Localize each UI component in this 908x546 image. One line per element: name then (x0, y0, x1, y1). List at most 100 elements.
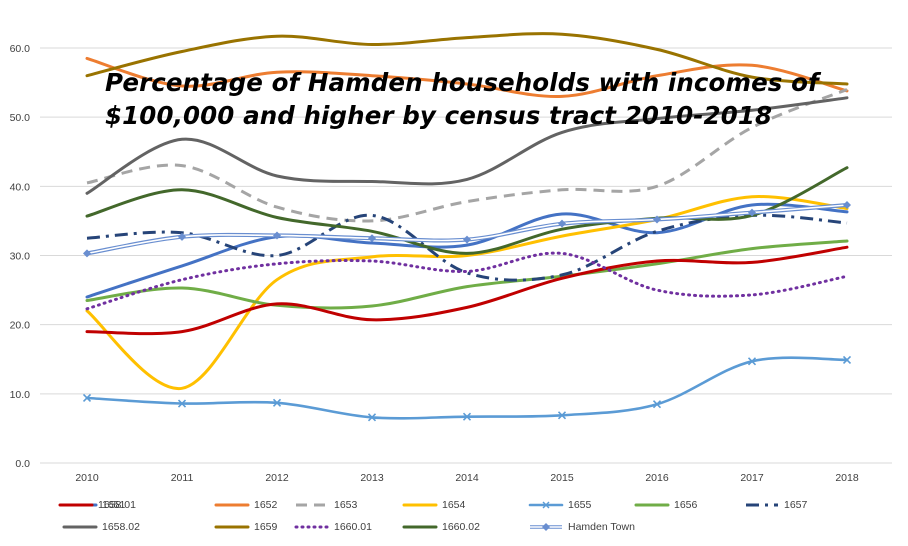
y-tick-label: 20.0 (10, 320, 31, 332)
data-point-1655 (462, 412, 472, 421)
x-tick-label: 2017 (740, 472, 764, 484)
x-axis-tick-labels: 2010 2011 2012 2013 2014 2015 2016 2017 2018 (75, 472, 859, 484)
legend-label: 1653 (334, 499, 358, 511)
legend-swatch (528, 501, 564, 509)
data-point-hamden-town (178, 232, 186, 241)
y-tick-label: 40.0 (10, 181, 31, 193)
legend-swatch (402, 525, 438, 529)
legend-swatch (214, 503, 250, 507)
data-point-hamden-town (843, 201, 851, 210)
series-1660-02 (85, 166, 849, 255)
data-point-hamden-town (653, 215, 661, 224)
data-point-1655 (652, 400, 662, 409)
series-line-1660-02 (85, 166, 849, 255)
x-tick-label: 2018 (835, 472, 859, 484)
data-point-hamden-town (83, 249, 91, 258)
legend-item: 1656 (634, 496, 697, 514)
series-1658-02 (85, 96, 849, 195)
legend-swatch (634, 503, 670, 507)
legend-swatch (746, 503, 778, 507)
series-1660-01 (85, 251, 849, 311)
x-tick-label: 2010 (75, 472, 99, 484)
series-line-1656 (85, 239, 849, 310)
y-tick-label: 60.0 (10, 43, 31, 55)
y-tick-label: 10.0 (10, 389, 31, 401)
legend-item: Hamden Town (528, 518, 635, 536)
legend-label: Hamden Town (568, 521, 635, 533)
legend-label: 1651 (102, 499, 126, 511)
x-tick-label: 2011 (171, 472, 194, 484)
data-point-1655 (367, 413, 377, 422)
series-1655 (82, 355, 852, 422)
series-1652 (85, 56, 849, 98)
legend-swatch (402, 503, 438, 507)
x-tick-label: 2012 (265, 472, 289, 484)
legend-swatch (296, 503, 328, 507)
legend-label: 1655 (568, 499, 592, 511)
series-1654 (85, 195, 849, 390)
y-axis-tick-labels: 0.0 10.0 20.0 30.0 40.0 50.0 60.0 (10, 43, 31, 470)
series-hamden-town (83, 201, 851, 258)
data-point-hamden-town (273, 231, 281, 240)
y-tick-label: 30.0 (10, 251, 31, 263)
legend-item: 1652 (214, 496, 277, 514)
series-1657 (86, 213, 848, 282)
legend-item: 1653 (294, 496, 357, 514)
legend-label: 1658.01 (98, 499, 136, 511)
series-1658-01 (85, 245, 849, 336)
legend-swatch (530, 523, 562, 531)
data-point-hamden-town (748, 208, 756, 217)
series-line-1658-01 (85, 245, 849, 336)
series-line-1655 (85, 356, 849, 420)
series-lines (82, 32, 852, 422)
data-point-hamden-town (368, 234, 376, 243)
legend-label: 1652 (254, 499, 278, 511)
legend-label: 1659 (254, 521, 278, 533)
series-1659 (85, 32, 849, 86)
series-1653 (86, 88, 848, 223)
data-point-hamden-town (463, 235, 471, 244)
chart-title-line-1: Percentage of Hamden households with inc… (105, 68, 819, 97)
data-point-1655 (272, 398, 282, 407)
data-point-1655 (177, 399, 187, 408)
legend-label: 1657 (784, 499, 808, 511)
legend-item: 1655 (528, 496, 591, 514)
legend-item: 1660.01 (294, 518, 372, 536)
legend-label: 1658.02 (102, 521, 140, 533)
legend-item: 1658.02 (62, 518, 140, 536)
y-tick-label: 50.0 (10, 112, 31, 124)
chart-title-line-2: $100,000 and higher by census tract 2010… (105, 101, 773, 130)
legend-swatch (214, 525, 250, 529)
legend-item: 1660.02 (402, 518, 480, 536)
legend-item: 1657 (744, 496, 807, 514)
y-tick-label: 0.0 (15, 458, 30, 470)
series-1656 (85, 239, 849, 310)
gridlines (40, 47, 892, 464)
x-tick-label: 2013 (360, 472, 384, 484)
chart-title: Percentage of Hamden households with inc… (105, 66, 845, 132)
x-tick-label: 2015 (550, 472, 574, 484)
data-point-1655 (842, 355, 852, 365)
series-line-1652 (85, 56, 849, 98)
series-line-1653 (86, 88, 848, 223)
legend-label: 1654 (442, 499, 466, 511)
legend-item: 1658.01 (58, 496, 136, 514)
data-point-1655 (557, 411, 567, 420)
series-line-1654 (85, 195, 849, 390)
legend-label: 1660.02 (442, 521, 480, 533)
series-line-1658-02 (85, 96, 849, 195)
data-point-1655 (82, 393, 92, 403)
legend-item: 1659 (214, 518, 277, 536)
legend-label: 1660.01 (334, 521, 372, 533)
series-line-1657 (86, 213, 848, 282)
legend-swatch (62, 525, 98, 529)
x-tick-label: 2016 (645, 472, 669, 484)
x-tick-label: 2014 (455, 472, 479, 484)
data-point-hamden-town (558, 219, 566, 228)
data-point-1655 (747, 357, 757, 366)
legend-swatch (58, 503, 94, 507)
legend-label: 1656 (674, 499, 698, 511)
legend-item: 1654 (402, 496, 465, 514)
